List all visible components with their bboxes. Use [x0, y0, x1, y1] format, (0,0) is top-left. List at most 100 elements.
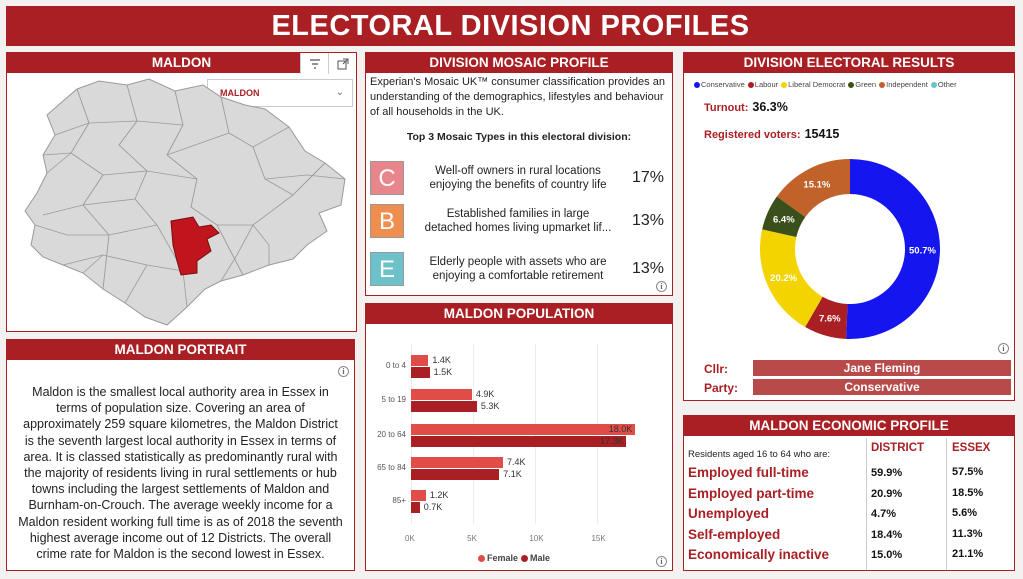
x-tick-label: 15K	[591, 534, 606, 543]
filter-icon[interactable]	[300, 53, 328, 74]
legend-dot	[521, 554, 529, 562]
mosaic-type-row: B Established families in large detached…	[370, 203, 668, 239]
donut-slice-conservative[interactable]	[846, 159, 940, 339]
mosaic-letter: E	[370, 252, 404, 286]
mosaic-letter: C	[370, 161, 404, 195]
legend-item[interactable]: Green	[848, 80, 876, 89]
chevron-down-icon: ⌄	[335, 87, 344, 98]
legend-item[interactable]: Female	[478, 553, 518, 563]
donut-slice-independent[interactable]	[776, 159, 850, 217]
turnout: Turnout: 36.3%	[704, 100, 788, 114]
economic-title: MALDON ECONOMIC PROFILE	[684, 416, 1014, 436]
legend-label: Green	[855, 80, 877, 89]
economic-row-label: Unemployed	[688, 506, 770, 521]
results-panel: DIVISION ELECTORAL RESULTS Conservative L…	[683, 52, 1015, 401]
legend-dot	[879, 81, 886, 88]
data-label: 4.9K	[475, 389, 495, 399]
donut-label: 20.2%	[770, 273, 797, 284]
female-bar[interactable]	[411, 490, 426, 501]
economic-row-label: Employed part-time	[688, 485, 815, 501]
legend-dot	[930, 81, 937, 88]
legend-item[interactable]: Labour	[747, 80, 779, 89]
legend-item[interactable]: Liberal Democrat	[781, 80, 845, 89]
mosaic-desc-line: enjoying the benefits of country life	[429, 179, 607, 191]
mosaic-description: Elderly people with assets who are enjoy…	[404, 255, 624, 283]
female-bar[interactable]	[411, 457, 503, 468]
population-legend: Female Male	[478, 553, 553, 563]
map-panel: MALDON MALDON ⌄	[6, 52, 357, 332]
donut-slice-green[interactable]	[762, 196, 806, 238]
mosaic-title: DIVISION MOSAIC PROFILE	[366, 53, 672, 73]
essex-value: 5.6%	[952, 507, 978, 519]
portrait-text: Maldon is the smallest local authority a…	[18, 385, 343, 562]
essex-value: 18.5%	[952, 486, 984, 499]
donut-label: 7.6%	[819, 314, 841, 325]
mosaic-intro: Experian's Mosaic UK™ consumer classific…	[370, 76, 665, 118]
category-label: 20 to 64	[377, 430, 406, 439]
turnout-label: Turnout:	[704, 102, 749, 114]
info-icon[interactable]: i	[338, 366, 349, 377]
data-label: 7.1K	[503, 469, 522, 479]
female-bar[interactable]	[411, 355, 429, 366]
legend-label: Other	[937, 80, 957, 89]
data-label: 0.7K	[423, 502, 443, 512]
male-bar[interactable]	[411, 436, 627, 447]
page-title: ELECTORAL DIVISION PROFILES	[6, 6, 1015, 46]
essex-map[interactable]	[7, 75, 356, 330]
category-label: 0 to 4	[385, 361, 406, 370]
economic-row-label: Self-employed	[688, 526, 781, 542]
cllr-label: Cllr:	[704, 362, 728, 376]
cllr-name: Jane Fleming	[753, 360, 1011, 376]
legend-item[interactable]: Conservative	[694, 80, 745, 89]
legend-label: Male	[530, 553, 551, 563]
portrait-panel: MALDON PORTRAIT i Maldon is the smallest…	[6, 339, 355, 571]
mosaic-description: Well-off owners in rural locations enjoy…	[404, 164, 624, 192]
info-icon[interactable]: i	[656, 281, 667, 292]
legend-dot	[747, 81, 754, 88]
legend-label: Labour	[754, 80, 779, 89]
x-tick-label: 5K	[467, 534, 477, 543]
results-donut-chart: 50.7% 7.6% 20.2% 6.4% 15.1%	[760, 159, 940, 339]
party-legend: Conservative Labour Liberal Democrat Green I…	[694, 80, 960, 89]
district-value: 4.7%	[871, 508, 897, 520]
mosaic-desc-line: Well-off owners in rural locations	[435, 165, 601, 177]
donut-label: 15.1%	[803, 180, 830, 191]
legend-item[interactable]: Male	[521, 553, 550, 563]
legend-label: Conservative	[701, 80, 745, 89]
turnout-value: 36.3%	[752, 100, 788, 114]
donut-label: 6.4%	[773, 214, 795, 225]
donut-label: 50.7%	[909, 246, 936, 257]
legend-dot	[478, 554, 485, 562]
donut-slice-labour[interactable]	[805, 296, 848, 339]
legend-item[interactable]: Other	[930, 80, 957, 89]
info-icon[interactable]: i	[998, 343, 1009, 354]
donut-slice-liberal-democrat[interactable]	[760, 229, 823, 328]
male-bar[interactable]	[411, 502, 420, 513]
mosaic-desc-line: Elderly people with assets who are	[429, 256, 607, 268]
district-value: 18.4%	[871, 528, 903, 541]
data-label: 1.4K	[432, 355, 451, 365]
mosaic-type-row: C Well-off owners in rural locations enj…	[370, 160, 668, 196]
economic-row-label: Employed full-time	[688, 465, 809, 480]
mosaic-panel: DIVISION MOSAIC PROFILE Experian's Mosai…	[365, 52, 673, 296]
column-header-district: DISTRICT	[871, 442, 925, 454]
data-label: 5.3K	[480, 401, 500, 411]
legend-item[interactable]: Independent	[879, 80, 928, 89]
category-label: 65 to 84	[377, 463, 406, 472]
male-bar[interactable]	[411, 367, 430, 378]
male-bar[interactable]	[411, 469, 500, 480]
female-bar[interactable]	[411, 424, 635, 435]
focus-mode-icon[interactable]	[328, 53, 356, 74]
mosaic-desc-line: detached homes living upmarket lif...	[424, 222, 612, 234]
data-label: 1.5K	[433, 367, 453, 377]
mosaic-subtitle: Top 3 Mosaic Types in this electoral div…	[406, 131, 632, 143]
legend-label: Liberal Democrat	[788, 80, 846, 89]
district-value: 20.9%	[871, 487, 903, 500]
population-panel: MALDON POPULATION 0 to 4 1.4K 1.5K 5 to 19 4…	[365, 303, 673, 571]
info-icon[interactable]: i	[656, 556, 667, 567]
column-divider	[866, 438, 867, 570]
division-select-value: MALDON	[220, 88, 260, 98]
male-bar[interactable]	[411, 401, 477, 412]
female-bar[interactable]	[411, 389, 472, 400]
legend-dot	[781, 81, 788, 88]
